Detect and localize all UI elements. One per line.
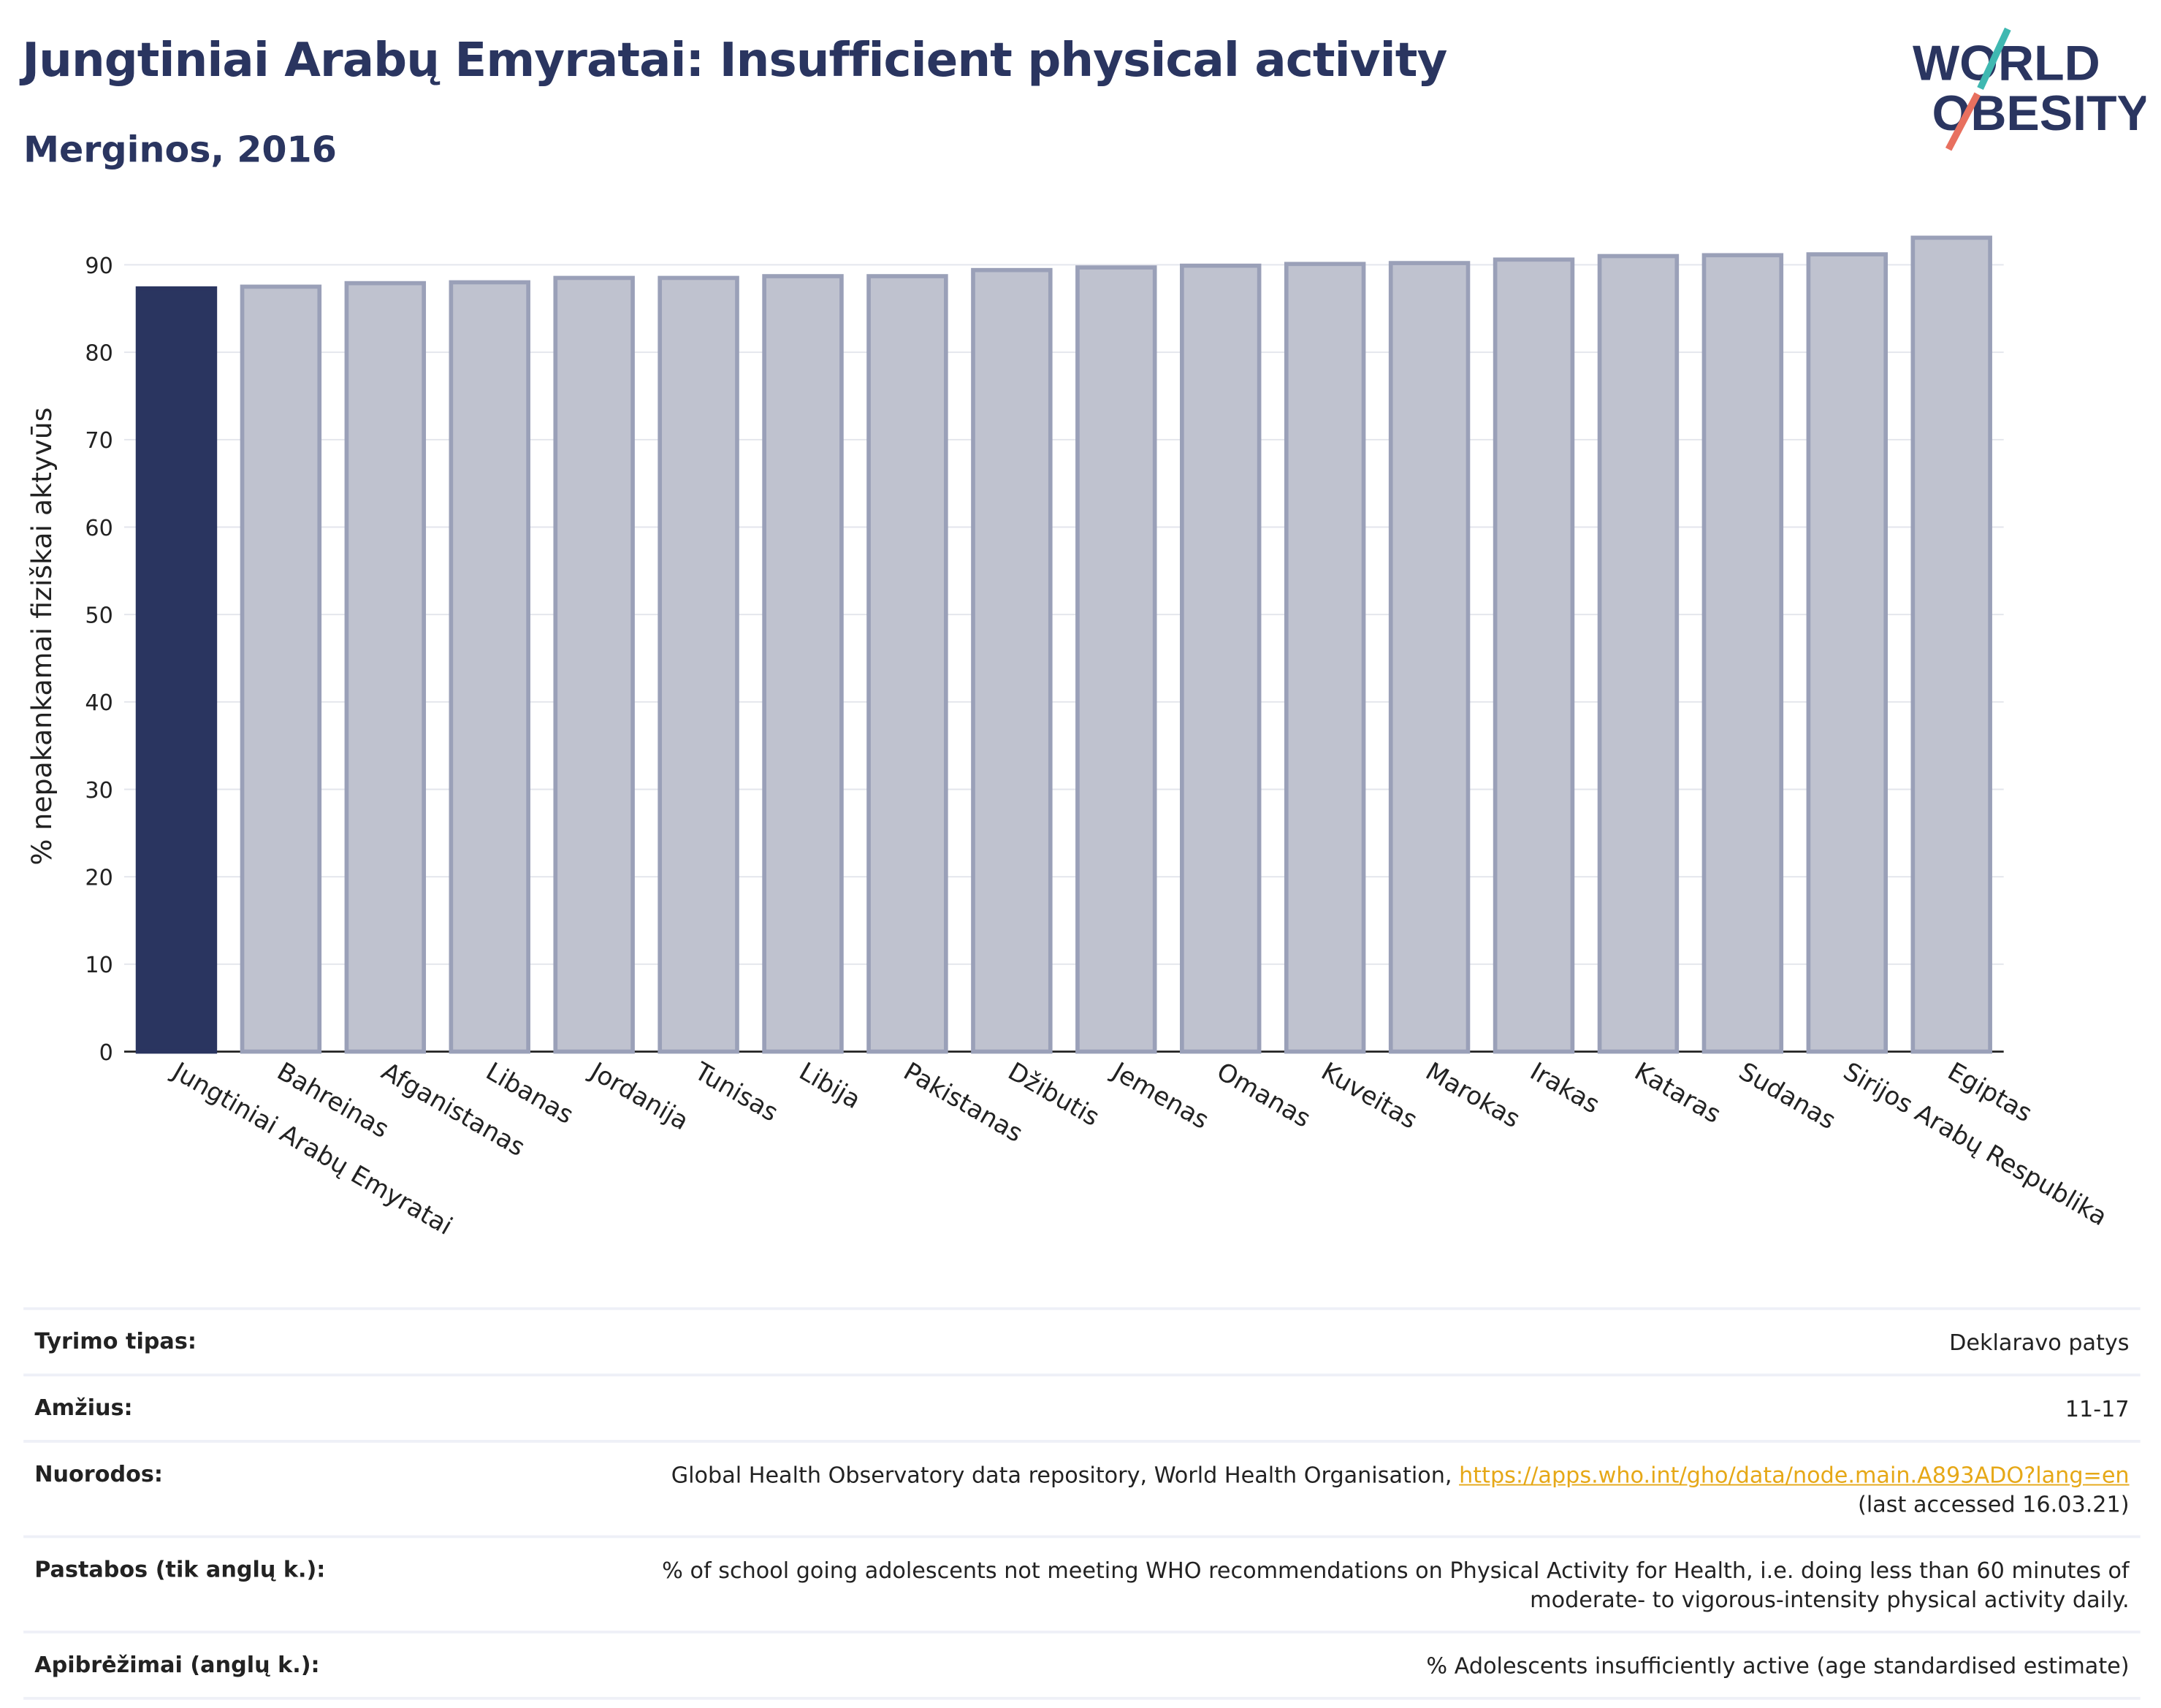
y-tick-label: 70 [85,428,113,454]
x-tick-label: Kuveitas [1316,1057,1422,1135]
x-tick-label: Irakas [1525,1057,1604,1120]
x-tick-label: Jemenas [1106,1056,1213,1135]
x-tick-label: Pakistanas [899,1057,1028,1148]
bar [1075,265,1157,1054]
bar [1493,257,1575,1054]
y-axis-ticks: 0 10 20 30 40 50 60 70 80 90 [85,253,113,1066]
info-key: Pastabos (tik anglų k.): [34,1555,326,1582]
y-tick-label: 80 [85,340,113,366]
x-tick-label: Marokas [1421,1057,1525,1135]
bars [135,235,1992,1054]
x-tick-label: Tunisas [689,1056,783,1127]
info-value-references: Global Health Observatory data repositor… [671,1460,2130,1518]
y-tick-label: 30 [85,778,113,804]
bar [1701,253,1784,1054]
bar [1597,253,1680,1054]
bar [971,267,1053,1054]
bar [1180,263,1262,1054]
bar [1806,252,1889,1054]
info-value: % Adolescents insufficiently active (age… [1426,1652,2130,1680]
bar [240,284,322,1054]
info-row-notes: Pastabos (tik anglų k.): % of school goi… [23,1535,2141,1631]
bar [553,275,635,1054]
bar [866,274,948,1054]
info-key: Nuorodos: [34,1460,163,1487]
x-tick-label: Omanas [1212,1057,1316,1134]
bar [1284,262,1366,1054]
x-tick-label: Libija [794,1057,866,1116]
x-axis-labels: Jungtiniai Arabų EmyrataiBahreinasAfgani… [167,1056,2112,1241]
info-row-definitions: Apibrėžimai (anglų k.): % Adolescents in… [23,1631,2141,1700]
bar [1910,235,1992,1054]
grid-lines [124,264,2004,1053]
bar [762,274,844,1054]
info-value: Deklaravo patys [1949,1329,2130,1356]
info-value: % of school going adolescents not meetin… [662,1557,2130,1613]
x-tick-label: Kataras [1629,1057,1726,1129]
y-tick-label: 60 [85,516,113,541]
page-title: Jungtiniai Arabų Emyratai: Insufficient … [22,33,1447,89]
info-key: Apibrėžimai (anglų k.): [34,1651,320,1678]
bar [1388,261,1471,1054]
info-key: Amžius: [34,1394,133,1421]
bar-highlighted [135,286,218,1054]
info-row-references: Nuorodos: Global Health Observatory data… [23,1440,2141,1536]
x-tick-label: Sudanas [1734,1057,1840,1136]
bar [658,275,739,1054]
world-obesity-logo: WORLD OBESITY [1913,27,2146,151]
y-axis-title: % nepakankamai fiziškai aktyvūs [26,408,58,866]
y-tick-label: 0 [99,1040,113,1066]
reference-link[interactable]: https://apps.who.int/gho/data/node.main.… [1459,1462,2130,1489]
y-tick-label: 40 [85,690,113,716]
y-tick-label: 20 [85,866,113,891]
page-subtitle: Merginos, 2016 [23,129,337,172]
info-key: Tyrimo tipas: [34,1327,197,1354]
logo-slash-coral [1945,92,1981,151]
bar-chart: 0 10 20 30 40 50 60 70 80 90 Jungtiniai Arabų Emy… [26,235,2112,1241]
info-table: Tyrimo tipas: Deklaravo patys Amžius: 11… [23,1307,2141,1700]
info-row-age: Amžius: 11-17 [23,1373,2141,1440]
bar [449,280,530,1054]
bar [344,281,427,1054]
reference-accessed: (last accessed 16.03.21) [1858,1491,2130,1517]
logo-slash-teal [1977,27,2011,91]
info-row-survey-type: Tyrimo tipas: Deklaravo patys [23,1307,2141,1373]
logo-line1: WORLD [1913,36,2100,91]
y-tick-label: 90 [85,253,113,279]
y-tick-label: 10 [85,953,113,978]
y-tick-label: 50 [85,603,113,628]
x-tick-label: Jordanija [584,1056,693,1137]
reference-text: Global Health Observatory data repositor… [671,1462,1452,1489]
info-value: 11-17 [2065,1395,2130,1422]
